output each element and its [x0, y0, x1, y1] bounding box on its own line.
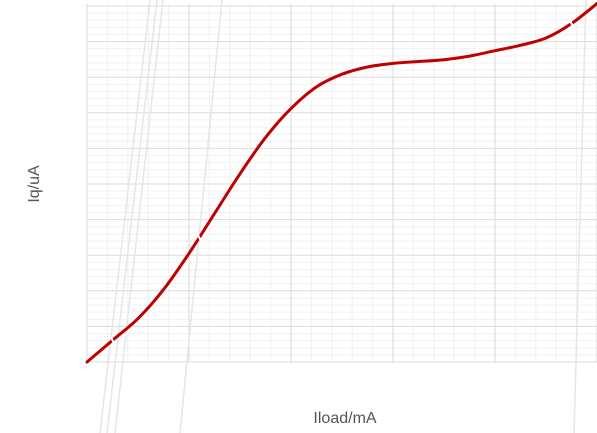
- diagonal-artifact-line: [179, 0, 223, 433]
- y-axis-label: Iq/uA: [26, 165, 43, 203]
- diagonal-artifact-line: [573, 0, 587, 433]
- diagonal-artifact-line: [106, 0, 158, 433]
- chart-diagonal-artifacts: [99, 0, 587, 433]
- curve-break-mark: [568, 19, 575, 28]
- chart-gridlines: [86, 4, 597, 363]
- series-line-0: [85, 2, 597, 364]
- curve-break-mark: [196, 233, 203, 242]
- chart-series-layer: [85, 2, 597, 364]
- diagonal-artifact-line: [114, 0, 164, 433]
- x-axis-label: Iload/mA: [313, 410, 376, 427]
- curve-break-mark: [109, 335, 116, 345]
- diagonal-artifact-line: [99, 0, 151, 433]
